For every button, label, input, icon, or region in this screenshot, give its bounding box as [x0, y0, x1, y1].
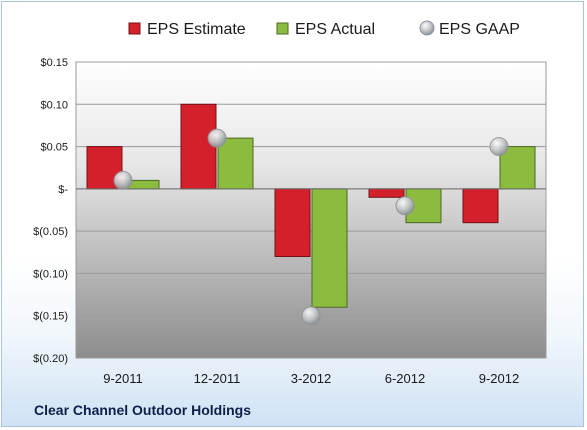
- legend-label: EPS Actual: [295, 21, 375, 38]
- company-name: Clear Channel Outdoor Holdings: [34, 402, 252, 418]
- gaap-marker: [113, 170, 133, 190]
- x-tick-label: 9-2012: [479, 371, 519, 386]
- gaap-marker: [301, 306, 321, 326]
- actual-bar: [311, 188, 348, 308]
- gaap-marker: [207, 128, 227, 148]
- gaap-marker: [395, 196, 415, 216]
- estimate-bar: [180, 103, 217, 190]
- x-tick-label: 12-2011: [194, 371, 241, 386]
- y-tick-label: $(0.05): [33, 226, 68, 238]
- y-tick-label: $-: [58, 184, 68, 196]
- legend-label: EPS GAAP: [439, 21, 520, 38]
- x-tick-label: 6-2012: [385, 371, 425, 386]
- x-tick-label: 3-2012: [291, 371, 331, 386]
- y-tick-label: $(0.20): [33, 353, 68, 365]
- gaap-marker: [489, 137, 509, 157]
- estimate-bar: [368, 188, 405, 198]
- legend-label: EPS Estimate: [147, 21, 246, 38]
- y-tick-label: $(0.15): [33, 311, 68, 323]
- legend-swatch: [419, 20, 435, 36]
- legend-swatch: [276, 22, 289, 35]
- y-tick-label: $0.05: [40, 142, 68, 154]
- estimate-bar: [274, 188, 311, 258]
- y-tick-label: $(0.10): [33, 268, 68, 280]
- x-tick-label: 9-2011: [103, 371, 143, 386]
- actual-bar: [217, 137, 254, 190]
- actual-bar: [499, 146, 536, 190]
- legend-swatch: [128, 22, 141, 35]
- estimate-bar: [462, 188, 499, 224]
- y-tick-label: $0.15: [40, 57, 68, 69]
- y-tick-label: $0.10: [40, 99, 68, 111]
